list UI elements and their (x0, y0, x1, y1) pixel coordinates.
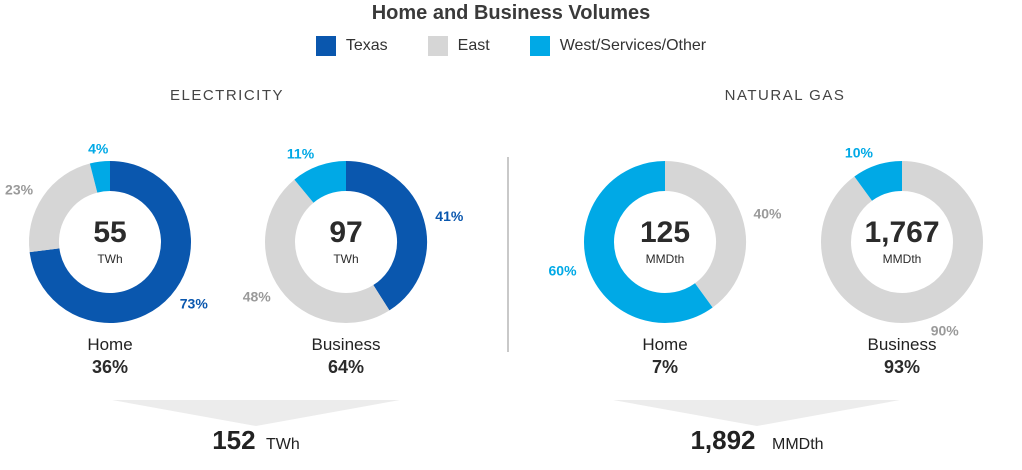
label-gas-home: Home (642, 335, 687, 354)
donut-2-slice-east (664, 161, 746, 308)
donut-1-slice-texas (345, 161, 427, 311)
donut-1-pct-label-texas: 41% (435, 208, 464, 224)
legend-swatch-texas (315, 36, 336, 56)
share-electricity-business: 64% (328, 357, 364, 377)
donut-1-slice-west (294, 161, 347, 204)
donut-0-pct-label-texas: 73% (180, 296, 209, 312)
label-electricity-home: Home (87, 335, 132, 354)
donut-1-pct-label-west: 11% (287, 146, 315, 162)
donut-0-pct-label-west: 4% (88, 141, 109, 157)
legend: Texas East West/Services/Other (0, 36, 1022, 56)
legend-label-west: West/Services/Other (559, 37, 707, 54)
donut-2-center-unit: MMDth (646, 252, 685, 266)
total-electricity: 152 TWh (212, 425, 300, 455)
donut-3-center-unit: MMDth (883, 252, 922, 266)
donut-2-pct-label-east: 40% (753, 205, 782, 221)
donut-3-pct-label-west: 10% (845, 145, 874, 161)
chart-title: Home and Business Volumes (371, 2, 651, 24)
legend-item-texas: Texas (315, 36, 388, 56)
donut-3-slice-east (821, 161, 983, 323)
section-title-electricity: ELECTRICITY (169, 87, 284, 104)
legend-item-west: West/Services/Other (529, 36, 707, 56)
total-electricity-unit: TWh (266, 436, 300, 453)
section-title-natural-gas: NATURAL GAS (724, 87, 846, 104)
donut-2-slice-west (584, 161, 713, 323)
total-gas-unit: MMDth (772, 436, 824, 453)
donut-0-center-unit: TWh (97, 252, 122, 266)
legend-label-texas: Texas (345, 37, 388, 54)
donut-3-pct-label-east: 90% (931, 322, 960, 338)
donut-1-pct-label-east: 48% (243, 289, 272, 305)
share-electricity-home: 36% (92, 357, 128, 377)
donut-3-slice-west (854, 161, 903, 202)
legend-label-east: East (457, 37, 490, 54)
donut-1-center-unit: TWh (333, 252, 358, 266)
legend-swatch-west (529, 36, 550, 56)
funnel-electricity (112, 400, 400, 426)
total-gas-value: 1,892 (690, 425, 755, 455)
section-divider (507, 157, 509, 352)
share-gas-business: 93% (884, 357, 920, 377)
donut-1-center-value: 97 (329, 216, 362, 249)
legend-swatch-east (427, 36, 448, 56)
donut-3-center-value: 1,767 (864, 216, 939, 249)
donut-0-pct-label-east: 23% (5, 182, 34, 198)
donut-0-slice-west (89, 161, 111, 193)
donut-0-slice-east (29, 163, 98, 253)
total-electricity-value: 152 (212, 425, 255, 455)
donut-2-pct-label-west: 60% (549, 263, 578, 279)
donut-0-center-value: 55 (93, 216, 126, 249)
funnel-natural-gas (613, 400, 900, 426)
label-electricity-business: Business (312, 335, 381, 354)
legend-item-east: East (427, 36, 490, 56)
donut-1-slice-east (265, 179, 390, 323)
share-gas-home: 7% (652, 357, 678, 377)
donut-2-center-value: 125 (640, 216, 690, 249)
total-natural-gas: 1,892 MMDth (690, 425, 823, 455)
label-gas-business: Business (868, 335, 937, 354)
donut-0-slice-texas (29, 161, 191, 323)
